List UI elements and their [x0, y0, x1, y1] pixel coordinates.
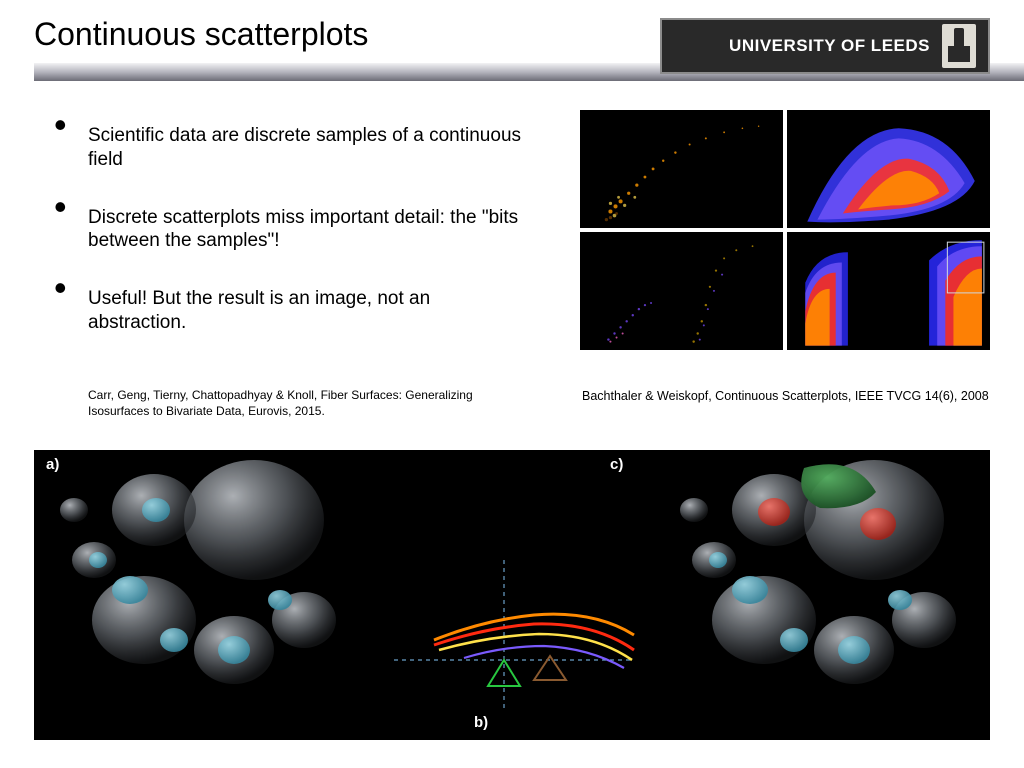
bullet-list: • Scientific data are discrete samples o… — [54, 120, 524, 365]
continuous-density-icon — [787, 232, 990, 350]
panel-label-a: a) — [46, 456, 59, 473]
panel-top-left — [580, 110, 783, 228]
citation-right: Bachthaler & Weiskopf, Continuous Scatte… — [582, 388, 992, 404]
molecule-figure-icon — [34, 450, 990, 740]
panel-bottom-left — [580, 232, 783, 350]
lower-figure: a) b) c) — [34, 450, 990, 740]
bullet-dot-icon: • — [54, 283, 88, 335]
bullet-text: Discrete scatterplots miss important det… — [88, 202, 524, 254]
panel-bottom-right — [787, 232, 990, 350]
logo-text: UNIVERSITY OF LEEDS — [729, 36, 930, 56]
bullet-text: Scientific data are discrete samples of … — [88, 120, 524, 172]
bullet-text: Useful! But the result is an image, not … — [88, 283, 524, 335]
panel-label-b: b) — [474, 714, 488, 731]
panel-top-right — [787, 110, 990, 228]
citation-left: Carr, Geng, Tierny, Chattopadhyay & Knol… — [88, 388, 508, 419]
bullet-dot-icon: • — [54, 202, 88, 254]
list-item: • Discrete scatterplots miss important d… — [54, 202, 524, 254]
panel-label-c: c) — [610, 456, 623, 473]
slide-header: Continuous scatterplots UNIVERSITY OF LE… — [0, 0, 1024, 88]
logo-tower-icon — [942, 24, 976, 68]
scatterplot-grid — [580, 110, 990, 350]
list-item: • Useful! But the result is an image, no… — [54, 283, 524, 335]
continuous-density-icon — [787, 110, 990, 228]
bullet-dot-icon: • — [54, 120, 88, 172]
upper-region: • Scientific data are discrete samples o… — [0, 110, 1024, 440]
discrete-scatter-icon — [580, 110, 783, 228]
list-item: • Scientific data are discrete samples o… — [54, 120, 524, 172]
university-logo: UNIVERSITY OF LEEDS — [660, 18, 990, 74]
discrete-scatter-icon — [580, 232, 783, 350]
